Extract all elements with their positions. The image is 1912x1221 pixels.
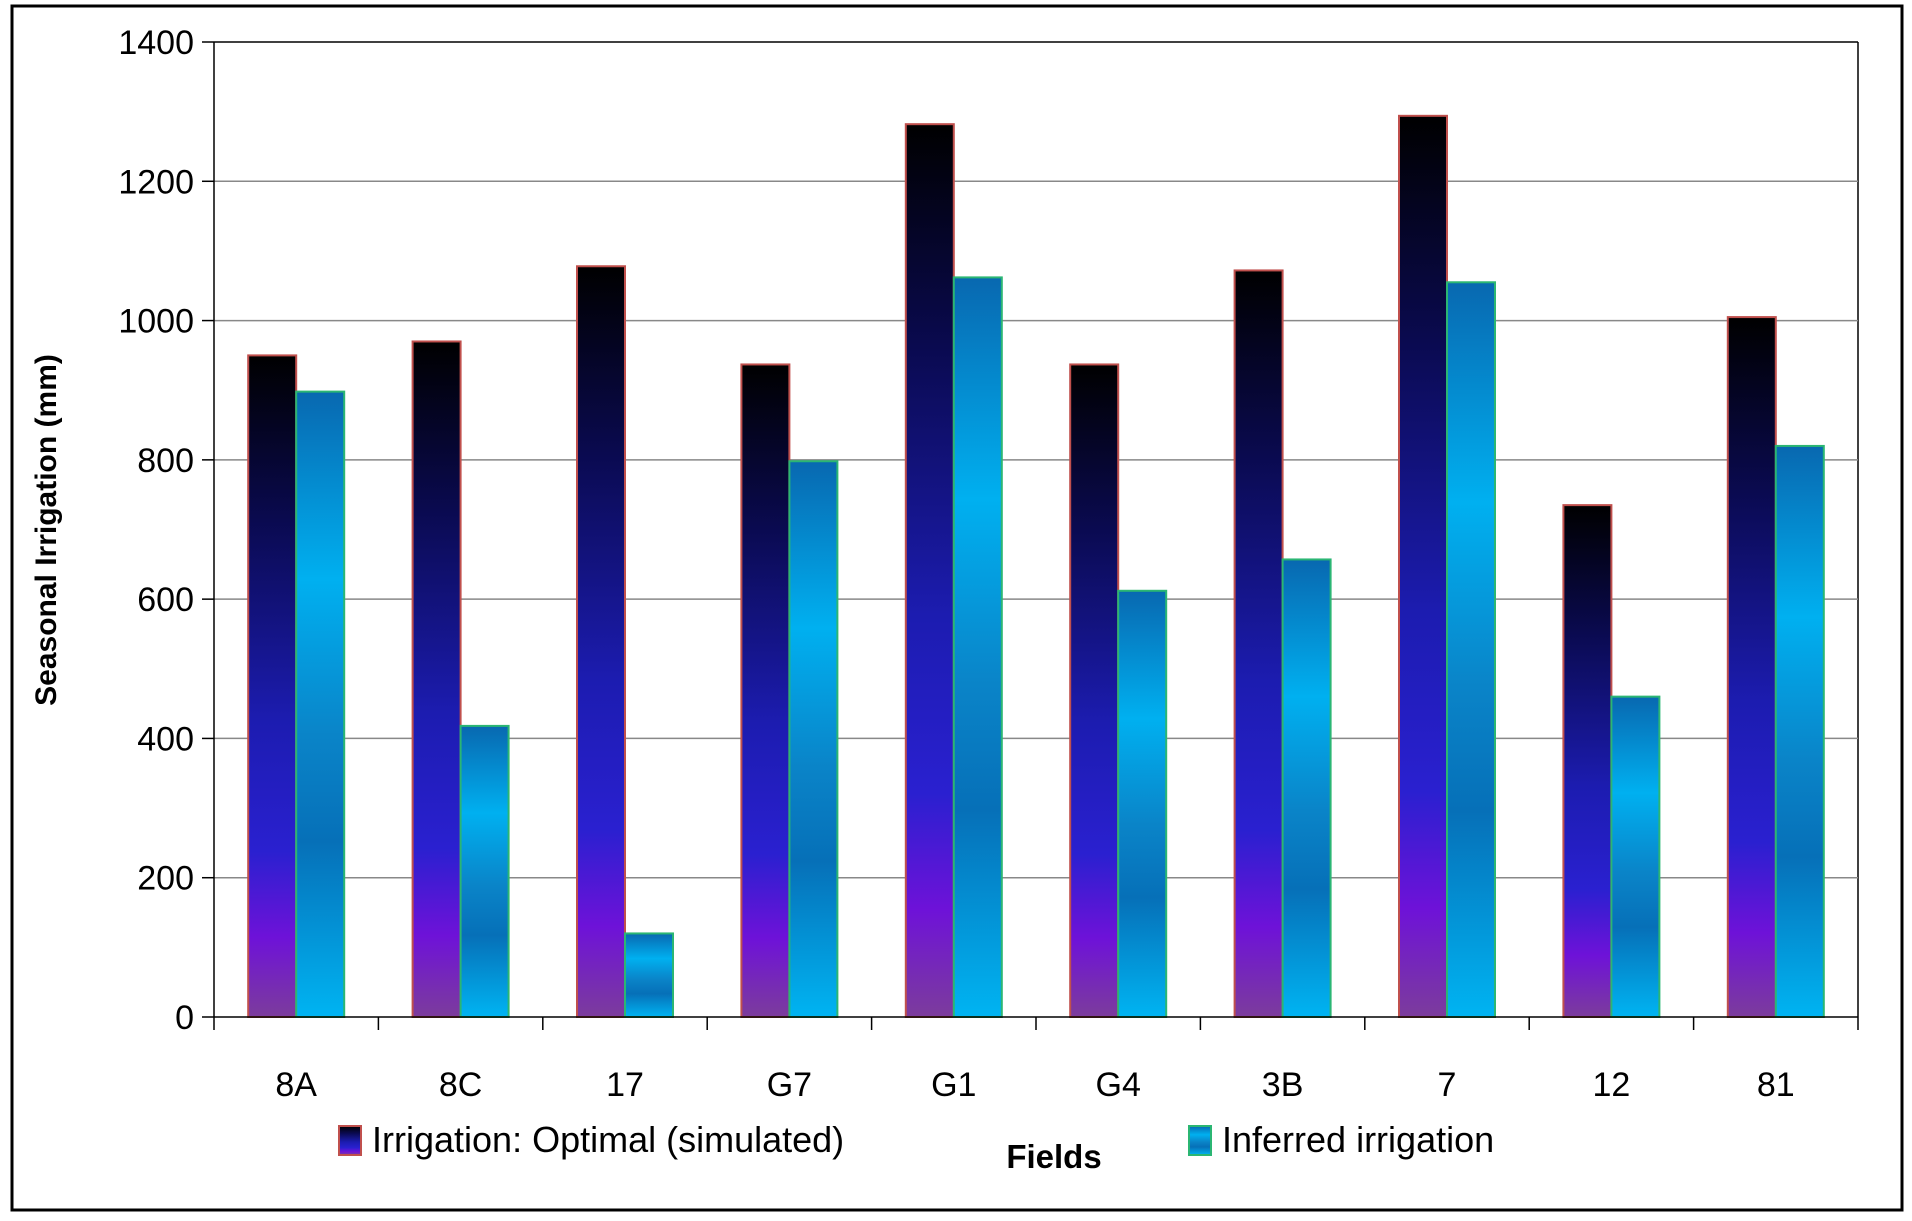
x-tick-label: 8C	[439, 1066, 482, 1104]
legend-item-optimal: Irrigation: Optimal (simulated)	[338, 1119, 844, 1160]
bar-inferred-81	[1774, 444, 1825, 1018]
chart-border	[10, 4, 1904, 1212]
y-tick-label: 1200	[118, 163, 194, 201]
x-tick-label: 17	[606, 1066, 644, 1104]
x-tick-label: G1	[931, 1066, 976, 1104]
legend-label-inferred: Inferred irrigation	[1222, 1119, 1494, 1160]
bar-inferred-G7	[788, 460, 839, 1018]
bar-optimal-17	[576, 265, 626, 1018]
x-tick-label: G4	[1096, 1066, 1141, 1104]
y-tick-label: 600	[137, 581, 194, 619]
bar-optimal-8A	[247, 354, 298, 1018]
x-tick-label: 81	[1757, 1066, 1795, 1104]
bar-inferred-8C	[459, 724, 510, 1019]
bar-inferred-12	[1610, 695, 1661, 1019]
bar-optimal-G7	[740, 363, 791, 1019]
bars	[247, 114, 1825, 1019]
x-tick-label: 12	[1592, 1066, 1630, 1104]
x-tick-label: 7	[1438, 1066, 1457, 1104]
bar-inferred-G4	[1117, 589, 1168, 1018]
x-axis-title: Fields	[1006, 1138, 1101, 1175]
y-tick-label: 200	[137, 860, 194, 898]
bar-optimal-G1	[904, 123, 955, 1018]
bar-inferred-3B	[1281, 558, 1332, 1018]
axes: 0 200 400 600 800 1000 1200 1400 8A 8C 17 G7 G1 G4 3B 7…	[118, 24, 1859, 1104]
legend-item-inferred: Inferred irrigation	[1188, 1119, 1494, 1160]
bar-optimal-8C	[411, 340, 462, 1018]
bar-optimal-12	[1562, 504, 1613, 1018]
bar-optimal-7	[1398, 114, 1448, 1019]
y-axis-title: Seasonal Irrigation (mm)	[30, 354, 63, 706]
x-tick-label: 8A	[275, 1066, 317, 1104]
bar-optimal-G4	[1069, 363, 1120, 1019]
x-tick-label: G7	[767, 1066, 812, 1104]
y-tick-label: 0	[175, 999, 194, 1037]
bar-inferred-G1	[952, 276, 1003, 1018]
bar-inferred-17	[624, 932, 674, 1019]
bar-inferred-8A	[295, 390, 346, 1019]
y-tick-label: 1000	[118, 303, 194, 341]
bar-optimal-81	[1726, 316, 1777, 1018]
legend-swatch-optimal	[338, 1125, 362, 1156]
bar-inferred-7	[1446, 281, 1496, 1018]
legend-label-optimal: Irrigation: Optimal (simulated)	[372, 1119, 844, 1160]
legend: Irrigation: Optimal (simulated) Inferred…	[338, 1119, 1494, 1160]
y-tick-label: 800	[137, 442, 194, 480]
y-tick-label: 1400	[118, 24, 194, 62]
y-tick-label: 400	[137, 720, 194, 758]
legend-swatch-inferred	[1188, 1125, 1212, 1156]
bar-optimal-3B	[1233, 269, 1284, 1018]
x-tick-label: 3B	[1262, 1066, 1304, 1104]
